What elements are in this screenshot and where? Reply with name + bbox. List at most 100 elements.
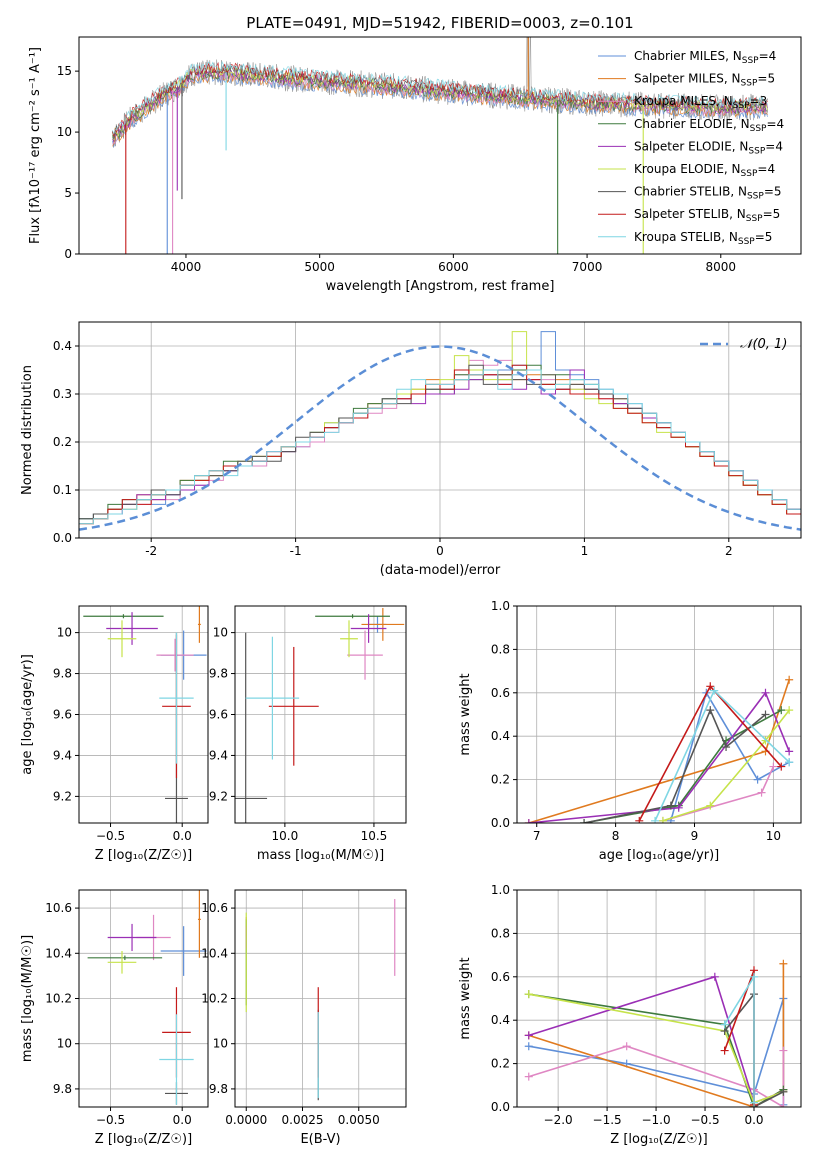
legend-label: Kroupa STELIB, NSSP=5 [634,230,772,247]
errorbar-point-2 [347,630,383,680]
plus-marker [720,1020,729,1029]
errorbar-point-3 [315,614,390,619]
y-tick-label: 1.0 [491,883,510,897]
axes-mass_vs_EBV: 0.0000 0.0025 0.0050 9.8 10 10.2 10.4 10.6 E(B-V… [201,889,407,1147]
plus-marker [722,743,731,752]
plus-marker [779,1087,788,1096]
y-tick-label: 0.2 [491,773,510,787]
y-axis-label: Normed distribution [20,365,35,495]
x-tick-label: −0.5 [96,1113,125,1127]
x-tick-label: 8 [612,829,620,843]
y-axis-label: Flux [fλ10⁻¹⁷ erg cm⁻² s⁻¹ A⁻¹] [28,47,43,244]
x-tick-label: 7 [533,829,541,843]
plot-area [87,890,207,1105]
plus-marker [524,990,533,999]
plus-marker [779,1046,788,1055]
y-tick-label: 10.6 [201,901,228,915]
y-axis-label: mass weight [458,957,473,1039]
x-tick-label: −0.5 [96,829,125,843]
observed-spectrum-line [112,37,768,148]
errorbar-point-4 [350,614,387,643]
plot-area [245,899,396,1101]
y-tick-label: 9.2 [209,789,228,803]
weight-series-4 [528,691,790,823]
errorbar-point-1 [361,608,405,641]
x-axis-label: E(B-V) [300,1132,340,1147]
y-tick-label: 10 [213,1037,228,1051]
y-tick-label: 0.1 [53,483,72,497]
legend-label: Chabrier MILES, NSSP=4 [634,49,776,66]
plus-marker [524,1072,533,1081]
x-axis-label: wavelength [Angstrom, rest frame] [326,279,555,294]
axes-frame [516,889,802,1108]
legend-label: Salpeter ELODIE, NSSP=4 [634,139,783,156]
errorbar-point-7 [268,646,319,766]
plus-marker [769,762,778,771]
x-tick-label: 9 [691,829,699,843]
plus-marker [524,1042,533,1051]
y-tick-label: 10 [57,125,72,139]
legend-label: Salpeter STELIB, NSSP=5 [634,207,780,224]
plus-marker [785,758,794,767]
axes-frame [516,605,802,824]
axes-residuals: -2 -1 0 1 2 0.0 0.1 0.2 0.3 0.4 (data-model)/error… [20,321,802,578]
errorbar-point-5 [340,620,358,658]
y-tick-label: 0.0 [491,816,510,830]
plus-marker [710,686,719,695]
x-tick-label: -2 [145,544,157,558]
y-tick-label: 0.2 [491,1057,510,1071]
plus-marker [749,972,758,981]
errorbar-point-3 [83,614,164,619]
plot-area [83,606,207,823]
legend-label: Chabrier ELODIE, NSSP=4 [634,117,784,134]
plus-marker [658,816,667,823]
plus-marker [785,747,794,756]
plot-area [79,331,801,538]
errorbar-point-6 [235,632,268,823]
errorbar-point-4 [107,923,157,952]
y-tick-label: 1.0 [491,599,510,613]
axes-spectrum: 4000 5000 6000 7000 8000 0 5 10 15 wavelength [An… [28,36,802,294]
plus-marker [753,775,762,784]
errorbar-point-3 [87,955,163,961]
x-tick-label: 0 [436,544,444,558]
plus-marker [720,1046,729,1055]
plus-marker [580,819,589,823]
y-tick-label: 9.8 [209,667,228,681]
y-tick-label: 9.4 [209,748,228,762]
plus-marker [706,706,715,715]
figure-title: PLATE=0491, MJD=51942, FIBERID=0003, z=0… [246,14,633,32]
axes-age_vs_Z: −0.5 0.0 9.2 9.4 9.6 9.8 10 Z [log₁₀(Z/Z☉)] age … [20,605,209,863]
y-tick-label: 15 [57,64,72,78]
x-tick-label: 8000 [706,260,737,274]
normal-distribution-curve [79,345,801,531]
errorbar-point-8 [245,636,300,760]
x-tick-label: −0.5 [690,1113,719,1127]
y-tick-label: 10.2 [45,992,72,1006]
errorbar-point-5 [107,951,137,974]
y-tick-label: 0.4 [491,729,510,743]
model-spectrum-line-8 [112,60,768,135]
plus-marker [785,675,794,684]
plus-marker [674,803,683,812]
legend-label: Kroupa ELODIE, NSSP=4 [634,162,775,179]
weight-series-5 [528,993,784,1104]
weight-series-2 [662,766,775,822]
y-tick-label: 0.2 [53,435,72,449]
plot-area [235,608,405,823]
x-axis-label: Z [log₁₀(Z/Z☉)] [95,1132,192,1147]
plus-marker [651,816,660,823]
legend-label: Chabrier STELIB, NSSP=5 [634,185,782,202]
x-tick-label: 2 [725,544,733,558]
errorbar-point-4 [106,612,158,645]
x-tick-label: −1.0 [641,1113,670,1127]
y-tick-label: 0.8 [491,926,510,940]
spectrum-legend: Chabrier MILES, NSSP=4 Salpeter MILES, NS… [598,49,784,247]
plot-area [112,37,768,254]
legend-label: Kroupa MILES, NSSP=3 [634,94,767,111]
errorbar-point-1 [197,890,201,958]
y-tick-label: 10.4 [45,946,72,960]
y-tick-label: 9.8 [209,1082,228,1096]
y-axis-label: mass [log₁₀(M/M☉)] [20,935,35,1062]
